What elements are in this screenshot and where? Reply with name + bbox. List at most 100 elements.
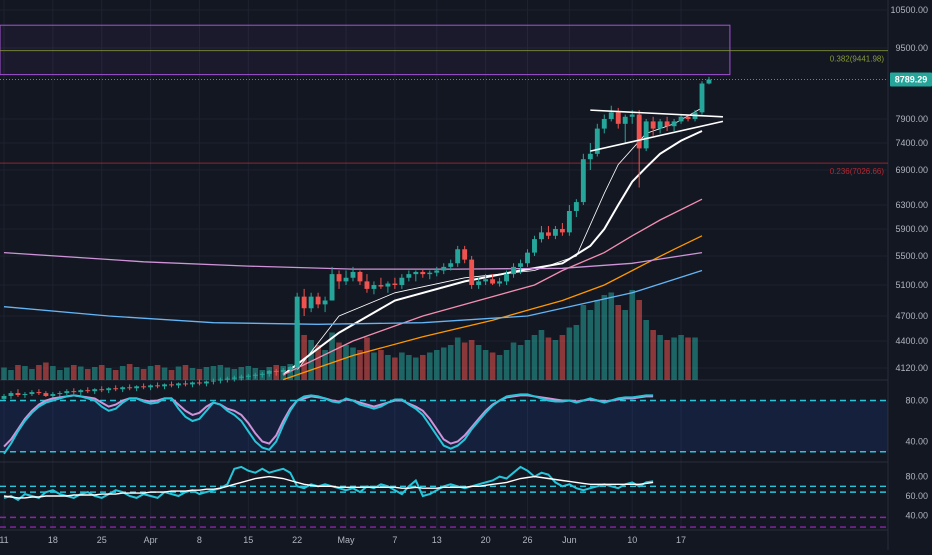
volume-bar bbox=[15, 365, 21, 380]
volume-bar bbox=[678, 335, 684, 380]
candle-body bbox=[217, 379, 223, 381]
candle-body bbox=[483, 279, 489, 282]
candle-body bbox=[650, 121, 656, 129]
x-tick-label: 10 bbox=[627, 535, 637, 545]
candle-body bbox=[413, 271, 419, 275]
volume-bar bbox=[308, 340, 314, 380]
candle-body bbox=[120, 387, 126, 390]
candle-body bbox=[678, 116, 684, 122]
y-tick-label: 9500.00 bbox=[895, 43, 928, 53]
y-tick-label: 5100.00 bbox=[895, 280, 928, 290]
volume-bar bbox=[301, 335, 307, 380]
volume-bar bbox=[503, 350, 510, 380]
candle-body bbox=[420, 271, 426, 275]
moving-average-line bbox=[3, 269, 703, 325]
volume-bar bbox=[601, 295, 608, 380]
volume-bar bbox=[217, 365, 224, 380]
candle-body bbox=[462, 249, 468, 260]
oscillator-1-line bbox=[3, 393, 654, 455]
candle-body bbox=[141, 386, 147, 388]
x-tick-label: 26 bbox=[522, 535, 532, 545]
volume-bar bbox=[615, 305, 622, 380]
x-tick-label: 22 bbox=[292, 535, 302, 545]
candle-body bbox=[43, 393, 49, 396]
volume-bar bbox=[50, 366, 56, 380]
oscillator-1-band bbox=[0, 400, 888, 452]
x-tick-label: 18 bbox=[48, 535, 58, 545]
candle-body bbox=[162, 384, 167, 387]
volume-bar bbox=[371, 352, 377, 380]
volume-bar bbox=[238, 367, 245, 380]
x-tick-label: 11 bbox=[0, 535, 9, 545]
volume-bar bbox=[126, 364, 133, 380]
volume-bar bbox=[91, 367, 98, 380]
oscillator-2-tick-label: 80.00 bbox=[905, 472, 928, 482]
volume-bar bbox=[385, 355, 391, 380]
volume-bar bbox=[440, 347, 447, 380]
candles bbox=[1, 76, 712, 401]
volume-bar bbox=[112, 370, 119, 380]
candle-body bbox=[566, 211, 572, 233]
candle-body bbox=[224, 378, 230, 380]
candle-body bbox=[22, 394, 28, 396]
volume-bar bbox=[482, 350, 489, 380]
volume-bar bbox=[413, 357, 419, 380]
volume-bar bbox=[29, 369, 35, 380]
volume-bar bbox=[57, 370, 63, 380]
moving-average-line bbox=[296, 107, 703, 371]
candle-body bbox=[252, 374, 258, 376]
x-tick-label: 8 bbox=[197, 535, 202, 545]
candle-body bbox=[392, 283, 398, 285]
candle-body bbox=[364, 281, 370, 289]
triangle-trendline bbox=[590, 120, 724, 152]
candle-body bbox=[238, 376, 244, 378]
volume-bar bbox=[489, 352, 496, 380]
candle-body bbox=[1, 395, 7, 399]
volume-bar bbox=[468, 340, 475, 380]
candle-body bbox=[78, 390, 84, 393]
volume-bar bbox=[636, 300, 642, 380]
volume-bar bbox=[573, 325, 580, 380]
volume-bar bbox=[671, 337, 677, 380]
volume-bar bbox=[105, 368, 112, 380]
candle-body bbox=[106, 388, 112, 391]
volume-bar bbox=[566, 327, 573, 380]
candle-body bbox=[406, 274, 412, 278]
x-tick-label: 13 bbox=[432, 535, 442, 545]
volume-bar bbox=[392, 357, 398, 380]
candle-body bbox=[322, 300, 328, 305]
volume-bar bbox=[378, 350, 384, 380]
moving-average-line bbox=[282, 130, 703, 376]
volume-bar bbox=[552, 340, 559, 380]
y-tick-label: 7400.00 bbox=[895, 138, 928, 148]
volume-bar bbox=[650, 330, 656, 380]
volume-bar bbox=[433, 350, 440, 380]
volume-bar bbox=[189, 368, 196, 380]
candle-body bbox=[657, 121, 663, 129]
volume-bar bbox=[22, 366, 28, 380]
candle-body bbox=[539, 232, 544, 240]
volume-bar bbox=[685, 337, 691, 380]
volume-bar bbox=[175, 366, 182, 380]
volume-bar bbox=[203, 367, 210, 380]
y-tick-label: 5900.00 bbox=[895, 224, 928, 234]
x-tick-label: 25 bbox=[97, 535, 107, 545]
last-price-label: 8789.29 bbox=[895, 75, 928, 85]
candle-body bbox=[385, 283, 391, 287]
candle-body bbox=[15, 393, 21, 395]
volume-bar bbox=[71, 365, 77, 380]
volume-bar bbox=[657, 335, 663, 380]
volume-bar bbox=[538, 330, 545, 380]
candle-body bbox=[476, 281, 482, 285]
y-tick-label: 4400.00 bbox=[895, 336, 928, 346]
oscillator-1-tick-label: 80.00 bbox=[905, 396, 928, 406]
candle-body bbox=[643, 121, 649, 149]
candle-body bbox=[336, 274, 342, 282]
volume-bar bbox=[224, 367, 231, 380]
volume-bar bbox=[168, 370, 175, 380]
candle-body bbox=[371, 285, 377, 289]
volume-bar bbox=[664, 340, 670, 380]
volume-bar bbox=[559, 335, 566, 380]
